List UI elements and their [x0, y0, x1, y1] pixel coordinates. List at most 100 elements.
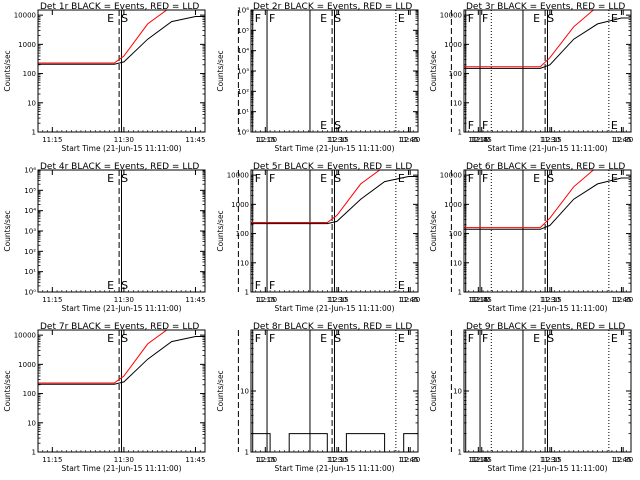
y-axis-label: Counts/sec: [3, 50, 12, 91]
panel-title: Det 5r BLACK = Events, RED = LLD: [253, 162, 412, 172]
x-tick-label: 11:45: [611, 296, 631, 304]
y-tick-label: 1: [245, 449, 249, 457]
x-tick-label: 12:45: [472, 456, 492, 464]
series-group: [251, 170, 418, 225]
event-label-bottom: F: [468, 119, 474, 132]
detector-panel: Det 6r BLACK = Events, RED = LLDESFFE110…: [429, 162, 632, 313]
event-label-bottom: E: [398, 279, 405, 292]
x-tick-label: 11:15: [255, 456, 275, 464]
x-tick-label: 12:15: [542, 296, 562, 304]
x-tick-label: 12:00: [257, 456, 277, 464]
x-axis-label: Start Time (21-Jun-15 11:11:00): [275, 464, 395, 473]
event-label: S: [121, 172, 128, 185]
event-label: F: [255, 12, 261, 25]
y-tick-label: 1000: [18, 41, 36, 49]
event-label: F: [468, 12, 474, 25]
x-tick-label: 11:45: [398, 296, 418, 304]
x-tick-label: 11:15: [42, 296, 62, 304]
y-tick-label: 10⁵: [24, 187, 36, 195]
y-tick-label: 10³: [237, 68, 249, 76]
x-axis-label: Start Time (21-Jun-15 11:11:00): [275, 144, 395, 153]
x-axis-label: Start Time (21-Jun-15 11:11:00): [62, 144, 182, 153]
y-tick-label: 1: [32, 449, 36, 457]
y-tick-label: 10³: [24, 228, 36, 236]
event-label: S: [547, 12, 554, 25]
y-tick-label: 1: [458, 449, 462, 457]
x-tick-label: 11:30: [327, 296, 347, 304]
y-tick-label: 10: [240, 259, 249, 267]
event-label: E: [107, 332, 114, 345]
series-lld-line: [38, 10, 168, 64]
panel-title: Det 4r BLACK = Events, RED = LLD: [40, 162, 199, 172]
series-lld-line: [38, 330, 168, 384]
x-tick-label: 12:15: [329, 296, 349, 304]
x-tick-label: 11:30: [114, 296, 134, 304]
x-tick-label: 11:15: [255, 296, 275, 304]
x-tick-label: 11:45: [398, 136, 418, 144]
y-tick-label: 10000: [440, 12, 462, 20]
event-label-bottom: S: [121, 279, 128, 292]
y-tick-label: 10000: [14, 12, 36, 20]
plot-frame: [463, 169, 632, 293]
y-tick-label: 1000: [231, 201, 249, 209]
x-tick-label: 12:45: [472, 296, 492, 304]
y-tick-label: 100: [23, 70, 36, 78]
series-lld-line: [251, 170, 381, 223]
panel-title: Det 1r BLACK = Events, RED = LLD: [40, 2, 199, 12]
panel-title: Det 7r BLACK = Events, RED = LLD: [40, 322, 199, 332]
x-tick-label: 11:45: [611, 456, 631, 464]
plot-frame: [463, 9, 632, 133]
x-tick-label: 11:45: [398, 456, 418, 464]
event-label: S: [121, 12, 128, 25]
x-tick-label: 11:15: [42, 456, 62, 464]
event-label: E: [398, 332, 405, 345]
y-tick-label: 10: [240, 388, 249, 396]
x-axis-label: Start Time (21-Jun-15 11:11:00): [488, 144, 608, 153]
y-tick-label: 10⁶: [237, 7, 249, 15]
y-tick-label: 10⁶: [24, 167, 36, 175]
x-tick-label: 11:30: [540, 136, 560, 144]
y-tick-label: 1000: [444, 201, 462, 209]
y-tick-label: 10²: [24, 248, 36, 256]
x-tick-label: 11:45: [185, 136, 205, 144]
event-label: F: [269, 12, 275, 25]
y-tick-label: 10: [453, 99, 462, 107]
y-tick-label: 1: [32, 129, 36, 137]
event-label: E: [611, 12, 618, 25]
x-tick-label: 12:45: [472, 136, 492, 144]
event-label: E: [533, 332, 540, 345]
y-tick-label: 10: [27, 99, 36, 107]
y-axis-label: Counts/sec: [216, 50, 225, 91]
detector-panel: Det 3r BLACK = Events, RED = LLDESFFE110…: [429, 2, 632, 153]
event-label: S: [334, 172, 341, 185]
x-tick-label: 11:15: [468, 136, 488, 144]
x-tick-label: 11:30: [327, 136, 347, 144]
y-tick-label: 10⁰: [237, 129, 249, 137]
event-label: E: [320, 332, 327, 345]
series-events-line: [464, 17, 631, 69]
series-group: [464, 10, 631, 69]
x-tick-label: 11:30: [114, 136, 134, 144]
x-tick-label: 11:45: [185, 296, 205, 304]
y-tick-label: 10²: [237, 88, 249, 96]
x-tick-label: 12:30: [400, 136, 420, 144]
y-tick-label: 10: [453, 259, 462, 267]
series-events-line: [38, 336, 205, 385]
plot-frame: [37, 329, 206, 453]
x-tick-label: 12:00: [470, 136, 490, 144]
event-label: E: [533, 172, 540, 185]
event-label: E: [107, 172, 114, 185]
series-group: [464, 170, 631, 230]
y-axis-label: Counts/sec: [429, 210, 438, 251]
x-tick-label: 12:00: [257, 296, 277, 304]
event-label: F: [482, 12, 488, 25]
event-label: S: [547, 172, 554, 185]
y-tick-label: 10⁴: [24, 207, 36, 215]
y-axis-label: Counts/sec: [429, 370, 438, 411]
y-tick-label: 1: [458, 289, 462, 297]
x-tick-label: 11:30: [540, 456, 560, 464]
